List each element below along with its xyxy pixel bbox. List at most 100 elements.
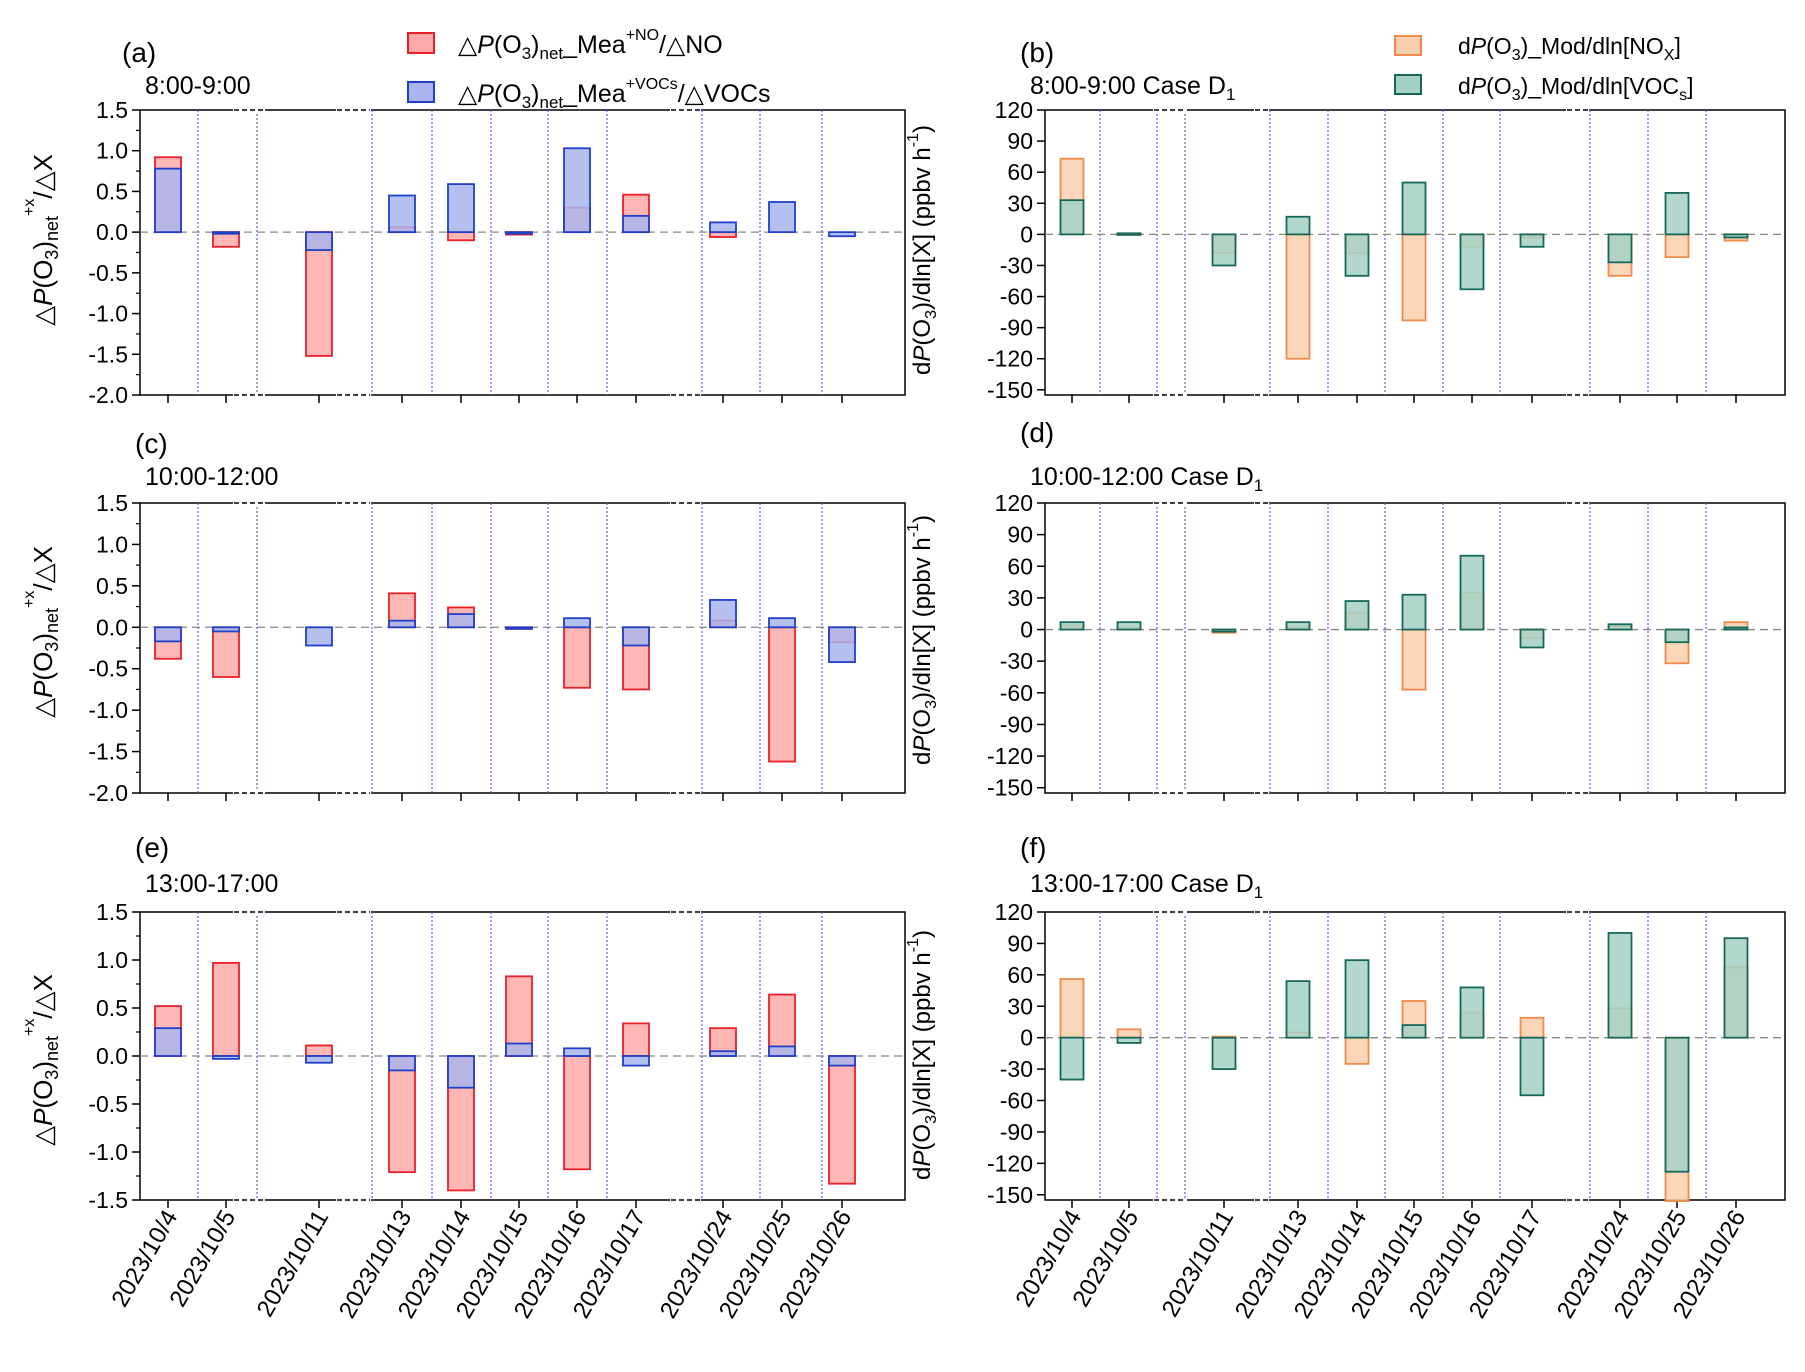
y-tick-label: -60 [1000, 284, 1033, 310]
bar-series-2 [447, 613, 475, 629]
y-tick-label: 0.0 [96, 1043, 128, 1069]
y-tick-label: 1.0 [96, 947, 128, 973]
y-tick-label: -1.0 [88, 301, 128, 327]
bar-series-2 [768, 201, 796, 234]
period-title: 10:00-12:00 [145, 463, 278, 491]
bar-series-1 [1285, 233, 1311, 360]
y-tick-label: 0 [1020, 1025, 1033, 1051]
bar-series-2 [709, 1050, 737, 1057]
y-tick-label: -1.5 [88, 341, 128, 367]
bar-series-2 [828, 231, 856, 238]
y-tick-label: -120 [987, 346, 1033, 372]
bar-series-1 [828, 1055, 856, 1185]
bar-series-2 [1723, 233, 1749, 239]
svg-text:△P(O3)net+x/△X: △P(O3)net+x/△X [21, 546, 62, 718]
y-tick-label: 60 [1007, 159, 1033, 185]
bar-series-2 [1607, 932, 1633, 1039]
legend-swatch-nox [1394, 35, 1422, 56]
y-tick-label: -2.0 [88, 382, 128, 408]
bar-series-1 [563, 626, 591, 689]
y-tick-label: -150 [987, 775, 1033, 801]
y-tick-label: 0 [1020, 617, 1033, 643]
bar-series-2 [447, 1055, 475, 1089]
bar-series-2 [1116, 621, 1142, 631]
period-title: 13:00-17:00 Case D1 [1030, 870, 1263, 902]
bar-series-2 [154, 1027, 182, 1057]
panel-label-b: (b) [1020, 37, 1054, 68]
legend-left: △P(O3)net_Mea+NO/△NO △P(O3)net_Mea+VOCs/… [407, 27, 771, 112]
axis-break-gap [670, 108, 701, 112]
bar-series-2 [1607, 623, 1633, 631]
bar-series-2 [563, 617, 591, 629]
axis-break-gap [1254, 108, 1269, 112]
y-tick-label: -60 [1000, 1088, 1033, 1114]
bar-series-2 [505, 231, 533, 235]
bar-series-2 [305, 1055, 333, 1064]
axis-break-gap [1254, 501, 1269, 505]
svg-text:△P(O3)net+x/△X: △P(O3)net+x/△X [21, 974, 62, 1146]
bar-series-1 [1116, 1028, 1142, 1039]
bar-series-1 [622, 1022, 650, 1057]
axis-break-gap [670, 393, 701, 397]
y-tick-label: -1.0 [88, 697, 128, 723]
panel-d: 120 90 60 30 0 -30 -60 -90 -120 -150 10:00-12:00 C… [987, 463, 1786, 801]
bar-series-2 [622, 1055, 650, 1067]
bar-series-2 [828, 626, 856, 663]
svg-text:△P(O3)net+x/△X: △P(O3)net+x/△X [21, 154, 62, 326]
y-tick-label: -90 [1000, 711, 1033, 737]
y-tick-label: -90 [1000, 1119, 1033, 1145]
y-axis-title-right-d: dP(O3)/dln[X] (ppbv h-1) [905, 515, 940, 765]
bar-series-2 [1285, 215, 1311, 236]
y-axis-title-right-b: dP(O3)/dln[X] (ppbv h-1) [905, 125, 940, 375]
panel-c: 1.5 1.0 0.5 0.0 -0.5 -1.0 -1.5 -2.0 10:00-12:00 [88, 463, 906, 806]
bar-series-2 [1664, 628, 1690, 644]
bar-series-2 [1723, 937, 1749, 1039]
y-tick-label: 0.0 [96, 219, 128, 245]
bar-series-2 [709, 599, 737, 629]
y-tick-label: -0.5 [88, 656, 128, 682]
y-tick-label: 30 [1007, 585, 1033, 611]
bar-series-2 [1285, 621, 1311, 631]
y-tick-label: -0.5 [88, 1091, 128, 1117]
panel-b: 120 90 60 30 0 -30 -60 -90 -120 -150 8:00-9:00 Cas… [987, 72, 1786, 403]
y-tick-label: -90 [1000, 315, 1033, 341]
bar-series-2 [828, 1055, 856, 1067]
y-tick-label: 1.0 [96, 531, 128, 557]
y-tick-label: 1.0 [96, 138, 128, 164]
bar-series-2 [1723, 626, 1749, 631]
axis-break-gap [1254, 791, 1269, 795]
bar-series-2 [768, 617, 796, 629]
legend-label-no: △P(O3)net_Mea+NO/△NO [458, 27, 723, 63]
bar-series-1 [305, 1044, 333, 1057]
period-title: 8:00-9:00 Case D1 [1030, 72, 1235, 104]
y-tick-label: 0.5 [96, 995, 128, 1021]
y-tick-label: 120 [995, 490, 1033, 516]
y-tick-label: -30 [1000, 252, 1033, 278]
bar-series-2 [305, 231, 333, 251]
plot-frame [1044, 502, 1786, 794]
axis-break-gap [670, 501, 701, 505]
bar-series-2 [1607, 233, 1633, 264]
axis-break-gap [670, 1198, 701, 1202]
axis-break-gap [233, 501, 265, 505]
axis-break-gap [233, 791, 265, 795]
legend-label-voc-mod: dP(O3)_Mod/dln[VOCs] [1458, 73, 1694, 104]
panel-label-e: (e) [135, 832, 169, 863]
y-tick-label: 30 [1007, 190, 1033, 216]
bar-series-1 [1344, 1036, 1370, 1065]
bar-series-2 [1211, 1036, 1237, 1070]
bar-series-2 [1459, 986, 1485, 1039]
y-tick-label: 1.5 [96, 899, 128, 925]
y-tick-label: 0.5 [96, 573, 128, 599]
legend-swatch-vocs [407, 81, 435, 103]
y-tick-label: -150 [987, 377, 1033, 403]
y-tick-label: -120 [987, 743, 1033, 769]
y-tick-label: 90 [1007, 522, 1033, 548]
y-tick-label: -120 [987, 1150, 1033, 1176]
bar-series-2 [1519, 1036, 1545, 1097]
y-tick-label: 120 [995, 899, 1033, 925]
bar-series-2 [212, 626, 240, 633]
bar-series-2 [1401, 593, 1427, 631]
bar-series-2 [1344, 233, 1370, 277]
bar-series-2 [622, 626, 650, 647]
